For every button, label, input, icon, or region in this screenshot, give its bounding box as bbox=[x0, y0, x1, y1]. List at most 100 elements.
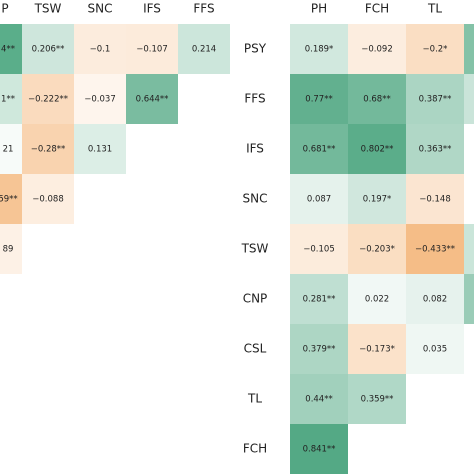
cell-label: 0.359** bbox=[361, 395, 394, 405]
cell bbox=[348, 324, 406, 374]
cell-label: 0.022 bbox=[365, 295, 389, 305]
cell bbox=[406, 174, 464, 224]
cell-label: 0.087 bbox=[307, 195, 331, 205]
row-header: TL bbox=[247, 392, 262, 406]
cell bbox=[464, 74, 474, 124]
cell bbox=[0, 174, 22, 224]
cell-label: 0.214 bbox=[192, 45, 216, 55]
cell bbox=[464, 224, 474, 274]
cell bbox=[348, 124, 406, 174]
row-header: FCH bbox=[243, 442, 267, 456]
cell-label: −0.222** bbox=[28, 95, 68, 105]
column-header: FCH bbox=[365, 2, 389, 16]
cell-label: 0.681** bbox=[303, 145, 336, 155]
cell-label: 0.281** bbox=[303, 295, 336, 305]
cell bbox=[290, 324, 348, 374]
row-header: CSL bbox=[244, 342, 267, 356]
cell bbox=[464, 24, 474, 74]
cell bbox=[290, 174, 348, 224]
cell bbox=[22, 24, 74, 74]
cell-label: 0.841** bbox=[303, 445, 336, 455]
row-header: CNP bbox=[243, 292, 268, 306]
cell-label: 0.363** bbox=[419, 145, 452, 155]
row-header: PSY bbox=[244, 42, 267, 56]
cell-label: −0.433** bbox=[415, 245, 455, 255]
cell bbox=[406, 274, 464, 324]
column-header: SNC bbox=[88, 2, 113, 16]
cell bbox=[74, 124, 126, 174]
cell-label: −0.148 bbox=[419, 195, 450, 205]
cell bbox=[348, 74, 406, 124]
cell bbox=[406, 324, 464, 374]
cell bbox=[406, 224, 464, 274]
cell-label: 0.387** bbox=[419, 95, 452, 105]
cell-label: 0.68** bbox=[363, 95, 390, 105]
cell bbox=[74, 24, 126, 74]
cell-label: 0.77** bbox=[305, 95, 332, 105]
cell bbox=[126, 74, 178, 124]
cell-label: 89 bbox=[3, 245, 14, 255]
cell bbox=[464, 274, 474, 324]
cell bbox=[406, 124, 464, 174]
cell bbox=[348, 374, 406, 424]
cell-label: 0.189* bbox=[305, 45, 334, 55]
cell bbox=[348, 174, 406, 224]
cell-label: −0.105 bbox=[303, 245, 334, 255]
row-header: TSW bbox=[241, 242, 269, 256]
column-header: TL bbox=[427, 2, 442, 16]
cell-label: −0.092 bbox=[361, 45, 392, 55]
cell bbox=[0, 74, 22, 124]
cell-label: −0.088 bbox=[32, 195, 63, 205]
cell bbox=[290, 124, 348, 174]
cell bbox=[348, 24, 406, 74]
cell bbox=[22, 124, 74, 174]
cell-label: 4** bbox=[1, 45, 15, 55]
cell bbox=[290, 274, 348, 324]
column-header: FFS bbox=[193, 2, 214, 16]
cell bbox=[0, 24, 22, 74]
cell-label: −0.28** bbox=[31, 145, 66, 155]
cell bbox=[290, 224, 348, 274]
cell bbox=[0, 224, 22, 274]
cell-label: 1** bbox=[1, 95, 15, 105]
cell bbox=[178, 24, 230, 74]
cell-label: −0.107 bbox=[136, 45, 167, 55]
cell bbox=[290, 74, 348, 124]
row-header: FFS bbox=[244, 92, 265, 106]
cell bbox=[406, 74, 464, 124]
cell-label: −0.037 bbox=[84, 95, 115, 105]
cell-label: 0.802** bbox=[361, 145, 394, 155]
cell bbox=[126, 24, 178, 74]
cell-label: 0.379** bbox=[303, 345, 336, 355]
cell-label: −0.1 bbox=[90, 45, 111, 55]
cell-label: 0.131 bbox=[88, 145, 112, 155]
column-header: TSW bbox=[34, 2, 62, 16]
cell-label: 21 bbox=[3, 145, 14, 155]
cell-label: −0.2* bbox=[423, 45, 448, 55]
row-header: IFS bbox=[246, 142, 264, 156]
cell-label: 59** bbox=[0, 195, 18, 205]
column-header: IFS bbox=[143, 2, 161, 16]
column-header: PH bbox=[311, 2, 327, 16]
cell bbox=[0, 124, 22, 174]
cell-label: 0.197* bbox=[363, 195, 392, 205]
cell bbox=[74, 74, 126, 124]
cell-label: 0.035 bbox=[423, 345, 447, 355]
cell bbox=[290, 374, 348, 424]
cell-label: 0.082 bbox=[423, 295, 447, 305]
cell bbox=[290, 24, 348, 74]
cell-label: 0.644** bbox=[136, 95, 169, 105]
cell bbox=[290, 424, 348, 474]
cell bbox=[348, 274, 406, 324]
row-header: SNC bbox=[243, 192, 268, 206]
cell-label: 0.44** bbox=[305, 395, 332, 405]
cell-label: −0.203* bbox=[359, 245, 395, 255]
cell bbox=[348, 224, 406, 274]
cell-label: 0.206** bbox=[32, 45, 65, 55]
cell bbox=[406, 24, 464, 74]
column-header: P bbox=[1, 2, 8, 16]
cell-label: −0.173* bbox=[359, 345, 395, 355]
cell bbox=[22, 174, 74, 224]
cell bbox=[22, 74, 74, 124]
